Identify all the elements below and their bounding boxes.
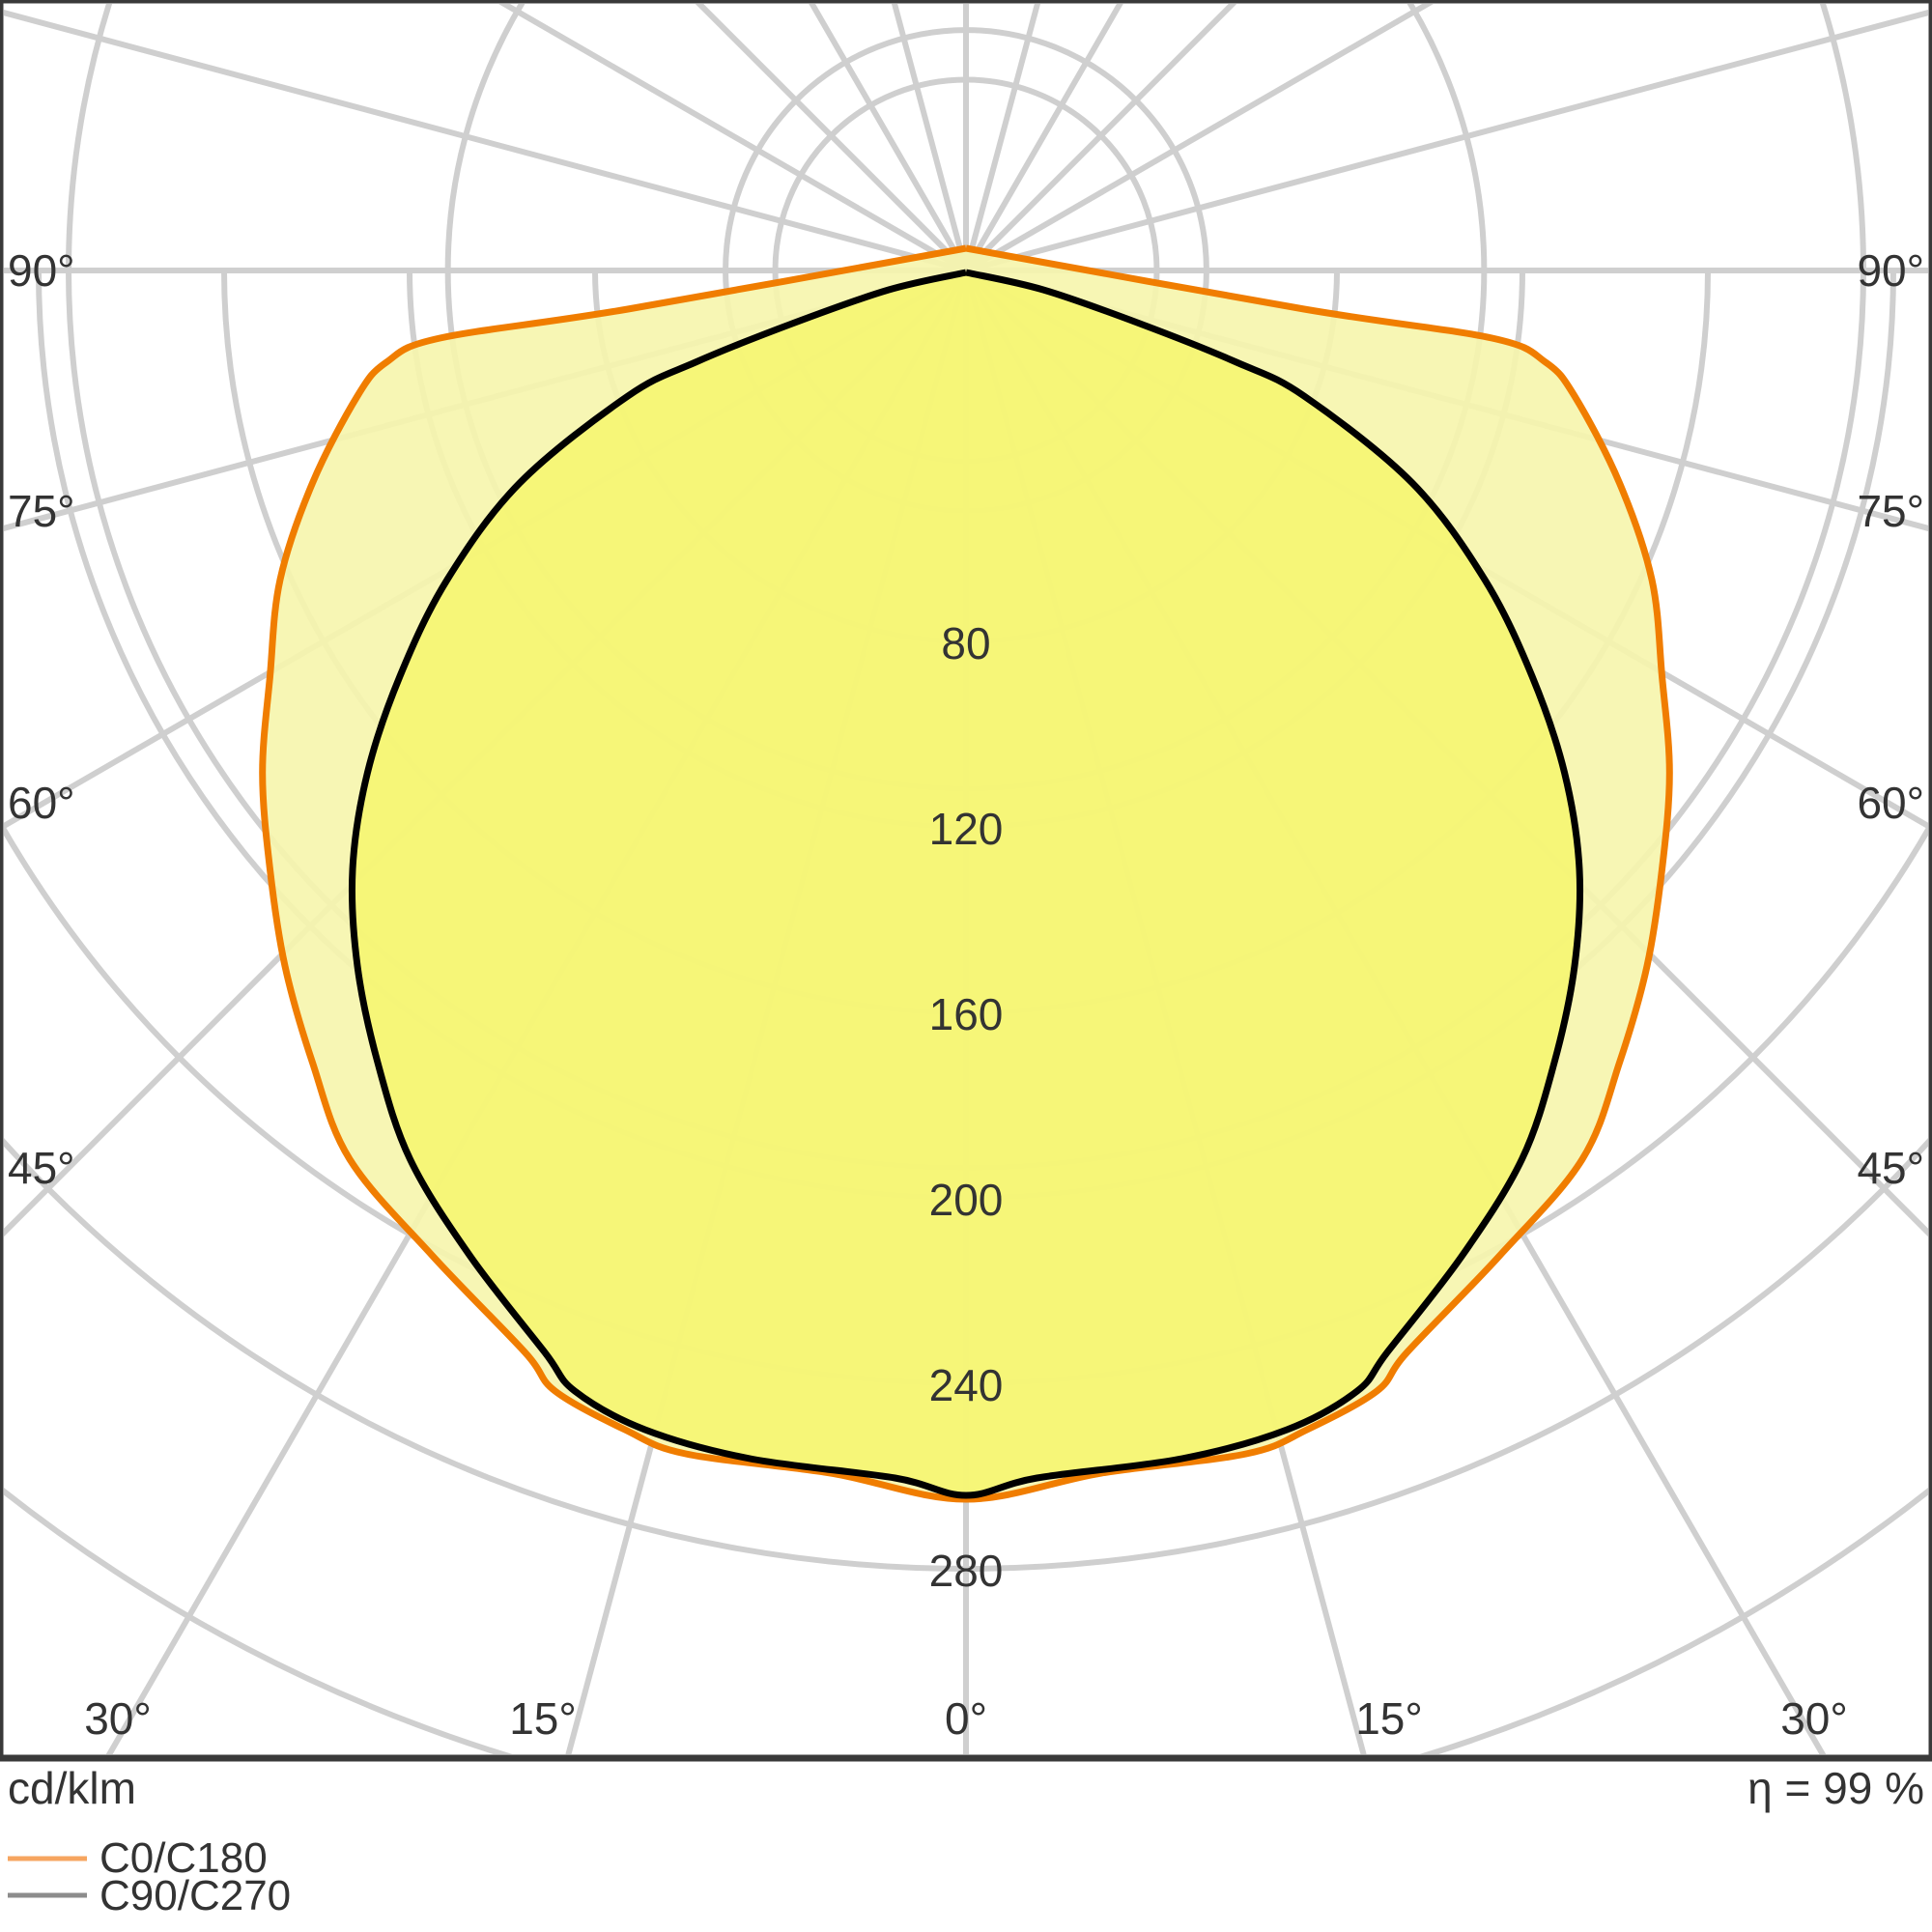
- svg-text:45°: 45°: [8, 1143, 75, 1193]
- svg-text:120: 120: [929, 804, 1004, 854]
- svg-text:0°: 0°: [945, 1693, 987, 1744]
- svg-text:160: 160: [929, 989, 1004, 1039]
- svg-text:cd/klm: cd/klm: [8, 1763, 136, 1813]
- svg-text:15°: 15°: [509, 1693, 577, 1744]
- svg-text:30°: 30°: [1780, 1693, 1848, 1744]
- svg-text:75°: 75°: [1857, 486, 1924, 536]
- svg-text:90°: 90°: [1857, 245, 1924, 296]
- svg-text:30°: 30°: [84, 1693, 152, 1744]
- svg-text:15°: 15°: [1355, 1693, 1423, 1744]
- svg-text:80: 80: [941, 618, 990, 668]
- svg-text:75°: 75°: [8, 486, 75, 536]
- svg-text:240: 240: [929, 1360, 1004, 1410]
- svg-text:η = 99 %: η = 99 %: [1747, 1763, 1924, 1813]
- svg-text:C90/C270: C90/C270: [99, 1872, 291, 1919]
- svg-text:90°: 90°: [8, 245, 75, 296]
- svg-text:60°: 60°: [8, 778, 75, 828]
- svg-text:200: 200: [929, 1175, 1004, 1225]
- svg-text:280: 280: [929, 1546, 1004, 1596]
- svg-text:45°: 45°: [1857, 1143, 1924, 1193]
- svg-text:60°: 60°: [1857, 778, 1924, 828]
